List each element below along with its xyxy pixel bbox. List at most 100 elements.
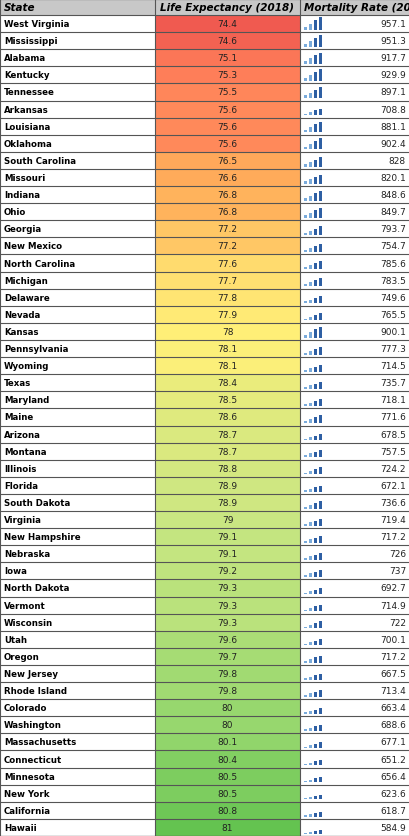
Text: 76.8: 76.8: [217, 191, 237, 200]
Text: Wisconsin: Wisconsin: [4, 618, 53, 627]
Bar: [0, 631, 155, 648]
Bar: [155, 135, 299, 153]
Bar: [0, 67, 155, 84]
Bar: [299, 16, 409, 33]
Bar: [318, 622, 322, 629]
Bar: [155, 546, 299, 563]
Text: 713.4: 713.4: [379, 686, 405, 696]
Bar: [0, 751, 155, 767]
Bar: [313, 744, 317, 748]
Text: 79.2: 79.2: [217, 567, 237, 576]
Bar: [313, 111, 317, 116]
Text: New Mexico: New Mexico: [4, 242, 62, 251]
Bar: [155, 101, 299, 119]
Text: Tennessee: Tennessee: [4, 89, 55, 97]
Bar: [299, 631, 409, 648]
Text: 771.6: 771.6: [379, 413, 405, 422]
Text: 78.7: 78.7: [217, 447, 237, 456]
Bar: [313, 487, 317, 492]
Bar: [303, 473, 307, 475]
Bar: [303, 199, 307, 201]
Bar: [308, 386, 312, 390]
Text: 80.8: 80.8: [217, 806, 237, 815]
Text: 714.9: 714.9: [379, 601, 405, 610]
Bar: [0, 101, 155, 119]
Bar: [303, 268, 307, 270]
Text: Pennsylvania: Pennsylvania: [4, 344, 68, 354]
Bar: [299, 392, 409, 409]
Bar: [313, 247, 317, 252]
Bar: [308, 369, 312, 372]
Bar: [155, 307, 299, 324]
Bar: [308, 454, 312, 458]
Text: Utah: Utah: [4, 635, 27, 644]
Text: Florida: Florida: [4, 482, 38, 490]
Bar: [0, 307, 155, 324]
Bar: [303, 354, 307, 355]
Bar: [308, 249, 312, 252]
Bar: [155, 494, 299, 512]
Bar: [318, 400, 322, 406]
Text: Minnesota: Minnesota: [4, 772, 55, 781]
Bar: [0, 392, 155, 409]
Bar: [308, 506, 312, 509]
Bar: [318, 589, 322, 594]
Text: California: California: [4, 806, 51, 815]
Bar: [318, 191, 322, 201]
Bar: [303, 319, 307, 321]
Bar: [0, 579, 155, 597]
Text: 849.7: 849.7: [379, 208, 405, 217]
Bar: [303, 661, 307, 663]
Bar: [308, 625, 312, 629]
Bar: [318, 382, 322, 390]
Bar: [299, 546, 409, 563]
Bar: [155, 238, 299, 255]
Bar: [299, 648, 409, 665]
Text: 80: 80: [221, 721, 233, 730]
Text: State: State: [4, 3, 36, 13]
Bar: [0, 33, 155, 50]
Bar: [299, 563, 409, 579]
Bar: [0, 443, 155, 460]
Bar: [313, 778, 317, 782]
Text: 848.6: 848.6: [379, 191, 405, 200]
Bar: [303, 285, 307, 287]
Bar: [303, 130, 307, 133]
Bar: [303, 696, 307, 697]
Bar: [299, 785, 409, 802]
Bar: [318, 640, 322, 645]
Bar: [155, 460, 299, 477]
Text: 76.5: 76.5: [217, 156, 237, 166]
Text: 736.6: 736.6: [379, 498, 405, 507]
Bar: [0, 170, 155, 186]
Bar: [308, 780, 312, 782]
Bar: [155, 375, 299, 392]
Text: 828: 828: [388, 156, 405, 166]
Bar: [303, 491, 307, 492]
Text: 80.1: 80.1: [217, 737, 237, 747]
Bar: [299, 716, 409, 733]
Text: 78: 78: [221, 328, 233, 337]
Text: 76.8: 76.8: [217, 208, 237, 217]
Text: 718.1: 718.1: [379, 396, 405, 405]
Text: 78.7: 78.7: [217, 430, 237, 439]
Text: 667.5: 667.5: [379, 669, 405, 678]
Bar: [308, 489, 312, 492]
Bar: [318, 278, 322, 287]
Bar: [0, 135, 155, 153]
Bar: [0, 153, 155, 170]
Bar: [0, 682, 155, 700]
Bar: [299, 751, 409, 767]
Bar: [299, 67, 409, 84]
Bar: [318, 415, 322, 424]
Bar: [155, 170, 299, 186]
Bar: [313, 22, 317, 31]
Text: Washington: Washington: [4, 721, 62, 730]
Bar: [299, 340, 409, 358]
Text: North Carolina: North Carolina: [4, 259, 75, 268]
Text: 79.3: 79.3: [217, 618, 237, 627]
Bar: [313, 452, 317, 458]
Text: 79.8: 79.8: [217, 669, 237, 678]
Bar: [0, 186, 155, 204]
Bar: [318, 176, 322, 185]
